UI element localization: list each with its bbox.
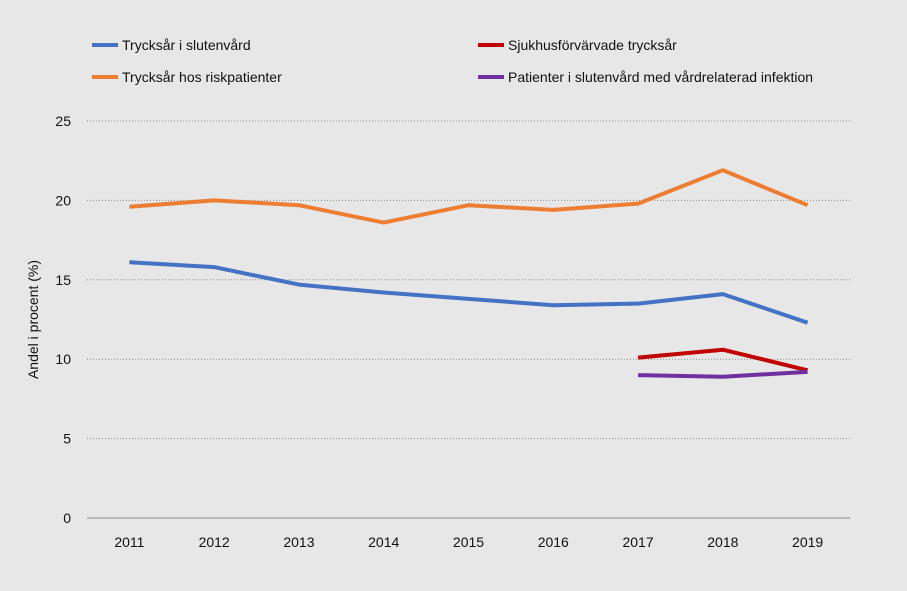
y-tick-label-20: 20 [55, 192, 71, 208]
x-tick-label-2013: 2013 [283, 534, 314, 550]
y-tick-label-10: 10 [55, 351, 71, 367]
series-line-trycks-r-i-slutenv-rd [129, 260, 809, 325]
gridlines [87, 120, 850, 440]
legend: Trycksår i slutenvård Sjukhusförvärvade … [92, 37, 813, 85]
x-tick-label-2015: 2015 [453, 534, 484, 550]
y-tick-label-5: 5 [63, 431, 71, 447]
x-tick-label-2012: 2012 [199, 534, 230, 550]
y-axis-ticks: 0 5 10 15 20 25 [55, 113, 71, 526]
y-axis-title: Andel i procent (%) [25, 260, 41, 379]
legend-label-riskpatienter: Trycksår hos riskpatienter [122, 69, 282, 85]
x-axis-ticks: 2011 2012 2013 2014 2015 2016 2017 2018 2019 [114, 534, 823, 550]
legend-label-sjukhusforvarvade: Sjukhusförvärvade trycksår [508, 37, 677, 53]
legend-label-vardrelaterad-infektion: Patienter i slutenvård med vårdrelaterad… [508, 69, 813, 85]
series-line-patienter-i-slutenv-rd-med-v-rdrelaterad-infektion [638, 369, 808, 379]
legend-item-riskpatienter: Trycksår hos riskpatienter [92, 69, 282, 85]
series-line-trycks-r-hos-riskpatienter [129, 168, 809, 225]
y-tick-label-15: 15 [55, 272, 71, 288]
y-tick-label-0: 0 [63, 510, 71, 526]
legend-label-trycksar-slutenvard: Trycksår i slutenvård [122, 37, 251, 53]
x-tick-label-2014: 2014 [368, 534, 399, 550]
legend-item-sjukhusforvarvade: Sjukhusförvärvade trycksår [478, 37, 677, 53]
x-tick-label-2011: 2011 [114, 534, 144, 550]
series-line-sjukhusf-rv-rvade-trycks-r [637, 347, 809, 373]
x-tick-label-2016: 2016 [538, 534, 569, 550]
legend-item-trycksar-slutenvard: Trycksår i slutenvård [92, 37, 251, 53]
x-tick-label-2019: 2019 [792, 534, 823, 550]
legend-item-vardrelaterad-infektion: Patienter i slutenvård med vårdrelaterad… [478, 69, 813, 85]
series-lines [129, 168, 809, 379]
x-tick-label-2018: 2018 [707, 534, 738, 550]
x-tick-label-2017: 2017 [622, 534, 653, 550]
y-tick-label-25: 25 [55, 113, 71, 129]
